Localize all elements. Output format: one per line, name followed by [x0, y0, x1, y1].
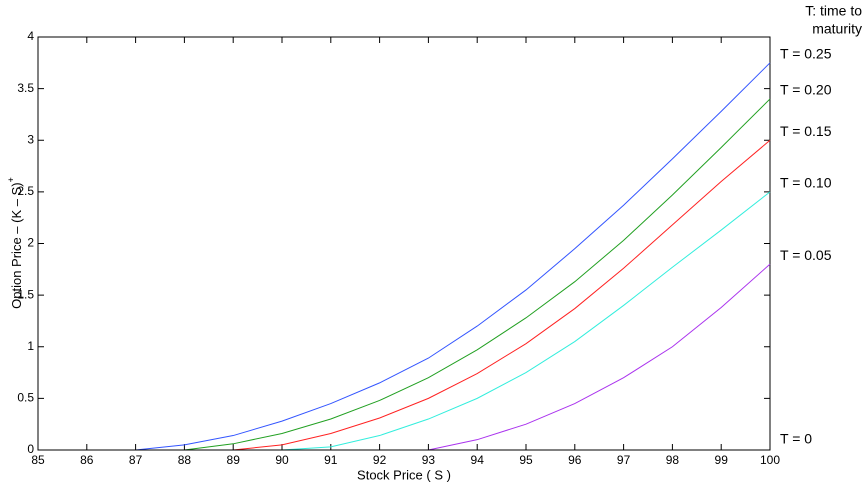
legend-title: T: time to — [805, 3, 862, 19]
y-tick-label: 4 — [27, 29, 34, 43]
x-tick-label: 93 — [422, 453, 436, 467]
y-tick-label: 2.5 — [17, 184, 34, 198]
x-tick-label: 87 — [129, 453, 143, 467]
legend-label: T = 0 — [780, 431, 812, 447]
legend-title: maturity — [812, 21, 862, 37]
legend-label: T = 0.10 — [780, 175, 832, 191]
x-tick-label: 89 — [227, 453, 241, 467]
series-line — [233, 139, 771, 451]
legend-label: T = 0.05 — [780, 247, 832, 263]
x-tick-label: 88 — [178, 453, 192, 467]
plot-frame — [37, 36, 771, 451]
y-tick-label: 2 — [27, 236, 34, 250]
series-line — [135, 62, 771, 451]
legend-label: T = 0.15 — [780, 123, 832, 139]
legend-label: T = 0.20 — [780, 82, 832, 98]
y-tick-label: 0 — [27, 442, 34, 456]
y-axis-label: Option Price – (K – S)+ — [6, 177, 24, 309]
x-tick-label: 97 — [617, 453, 631, 467]
y-tick-label: 0.5 — [17, 391, 34, 405]
y-tick-label: 1.5 — [17, 287, 34, 301]
legend-label: T = 0.25 — [780, 46, 832, 62]
x-axis-label: Stock Price ( S ) — [357, 467, 451, 482]
x-tick-label: 90 — [275, 453, 289, 467]
x-tick-label: 91 — [324, 453, 338, 467]
x-tick-label: 99 — [715, 453, 729, 467]
y-axis-label-main: Option Price – (K – S) — [9, 182, 24, 308]
x-tick-label: 95 — [519, 453, 533, 467]
series-line — [281, 191, 771, 451]
y-tick-label: 3.5 — [17, 81, 34, 95]
x-tick-label: 100 — [760, 453, 780, 467]
x-tick-label: 85 — [31, 453, 45, 467]
x-tick-label: 96 — [568, 453, 582, 467]
y-tick-label: 3 — [27, 132, 34, 146]
x-tick-label: 92 — [373, 453, 387, 467]
series-line — [428, 263, 771, 451]
x-tick-label: 94 — [471, 453, 485, 467]
y-tick-label: 1 — [27, 339, 34, 353]
y-axis-label-sup: + — [6, 177, 16, 182]
series-line — [184, 98, 771, 451]
x-tick-label: 86 — [80, 453, 94, 467]
x-tick-label: 98 — [666, 453, 680, 467]
